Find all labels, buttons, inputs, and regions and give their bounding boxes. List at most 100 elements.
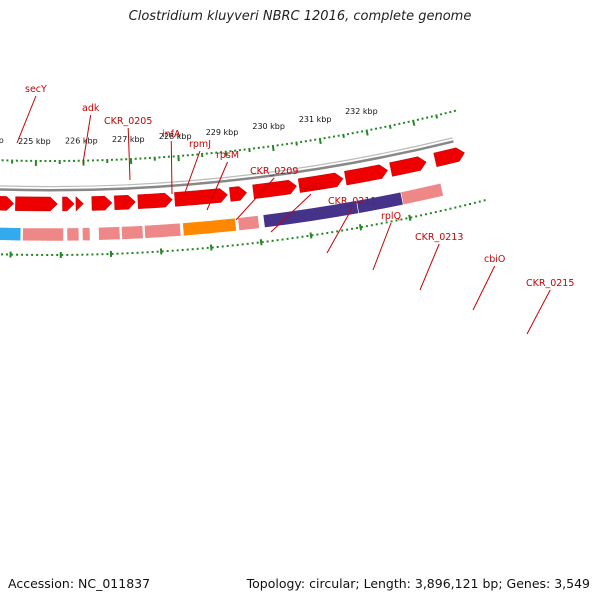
outer-tick-dot [351,227,354,230]
outer-tick-dot [96,253,99,256]
cds-arrow [75,196,84,212]
outer-tick-dot [6,253,9,256]
outer-tick-dot [0,253,3,256]
kbp-label: 232 kbp [345,107,378,116]
outer-tick-dot [61,253,64,256]
gene-feature [237,215,260,232]
outer-tick-dot [420,214,423,217]
gene-label: rpmJ [189,139,211,150]
outer-tick-dot [181,248,184,251]
gene-feature [98,226,121,241]
outer-tick-dot [106,253,109,256]
outer-tick-dot [231,244,234,247]
cds-arrow [0,196,15,211]
outer-tick-dot [221,245,224,248]
outer-tick-dot [206,246,209,249]
outer-major-tick [209,244,213,251]
outer-tick-dot [241,243,244,246]
genome-summary-text: Topology: circular; Length: 3,896,121 bp… [246,576,590,591]
gene-label: CKR_0211 [328,196,376,207]
gene-feature [182,217,237,237]
leader-line [526,289,551,335]
outer-tick-dot [161,250,164,253]
outer-tick-dot [464,204,467,207]
outer-tick-dot [380,222,383,225]
outer-tick-dot [16,253,19,256]
gene-feature [121,225,144,240]
gene-track [0,182,444,242]
outer-tick-dot [211,246,214,249]
accession-text: Accession: NC_011837 [8,576,151,591]
kbp-label: 229 kbp [206,128,239,137]
outer-tick-dot [71,253,74,256]
outer-tick-dot [36,253,39,256]
outer-tick-dot [156,250,159,253]
backbone-outer-line [0,140,454,192]
outer-major-tick [358,224,363,231]
scale-tick [271,144,275,152]
leader-line [419,243,440,291]
leader-line [472,265,496,311]
gene-label: cbiO [484,254,505,265]
scale-tick [365,129,369,136]
kbp-label: 230 kbp [252,122,285,131]
gene-label: CKR_0205 [104,116,152,127]
kbp-tick-track [0,109,486,258]
outer-major-tick [408,214,412,221]
scale-tick [318,137,322,145]
outer-tick-dot [271,239,274,242]
outer-tick-dot [151,250,154,253]
outer-tick-dot [176,249,179,252]
kbp-label: 224 kbp [0,136,4,145]
outer-tick-dot [256,241,259,244]
outer-tick-dot [306,235,309,238]
outer-tick-dot [478,200,481,203]
outer-tick-dot [483,199,486,202]
outer-tick-dot [171,249,174,252]
outer-tick-dot [21,253,24,256]
outer-tick-dot [266,240,269,243]
gene-feature [144,222,182,239]
cds-arrow [62,196,75,212]
cds-arrow [229,186,248,202]
gene-feature [0,226,22,242]
outer-tick-dot [459,205,462,208]
outer-tick-dot [101,253,104,256]
kbp-label: 231 kbp [299,115,332,124]
cds-arrow [137,192,173,209]
cds-arrow [433,147,465,167]
kbp-label: 225 kbp [18,137,51,146]
outer-tick-dot [66,253,69,256]
outer-tick-dot [191,248,194,251]
outer-tick-dot [415,215,418,218]
outer-tick-dot [365,225,368,228]
outer-tick-dot [146,251,149,254]
cds-arrow [15,196,58,212]
outer-tick-dot [311,234,314,237]
kbp-label: 228 kbp [159,132,192,141]
outer-tick-dot [301,235,304,238]
outer-tick-dot [166,250,169,253]
cds-arrow [91,195,113,211]
outer-tick-dot [356,226,359,229]
outer-tick-dot [286,237,289,240]
outer-tick-dot [201,247,204,250]
outer-tick-dot [86,253,89,256]
leader-line [82,114,92,164]
outer-tick-dot [11,253,14,256]
leader-line [182,150,201,199]
cds-arrow [297,172,344,193]
outer-major-tick [259,239,263,246]
outer-tick-dot [291,237,294,240]
gene-label: CKR_0213 [415,232,463,243]
leader-line [16,95,37,144]
gene-feature [400,182,444,206]
leader-line [235,177,275,221]
outer-tick-dot [336,230,339,233]
gene-label: rpsM [216,150,239,161]
outer-tick-dot [251,242,254,245]
cds-arrow [389,156,427,177]
backbone-inner-line [0,137,453,188]
